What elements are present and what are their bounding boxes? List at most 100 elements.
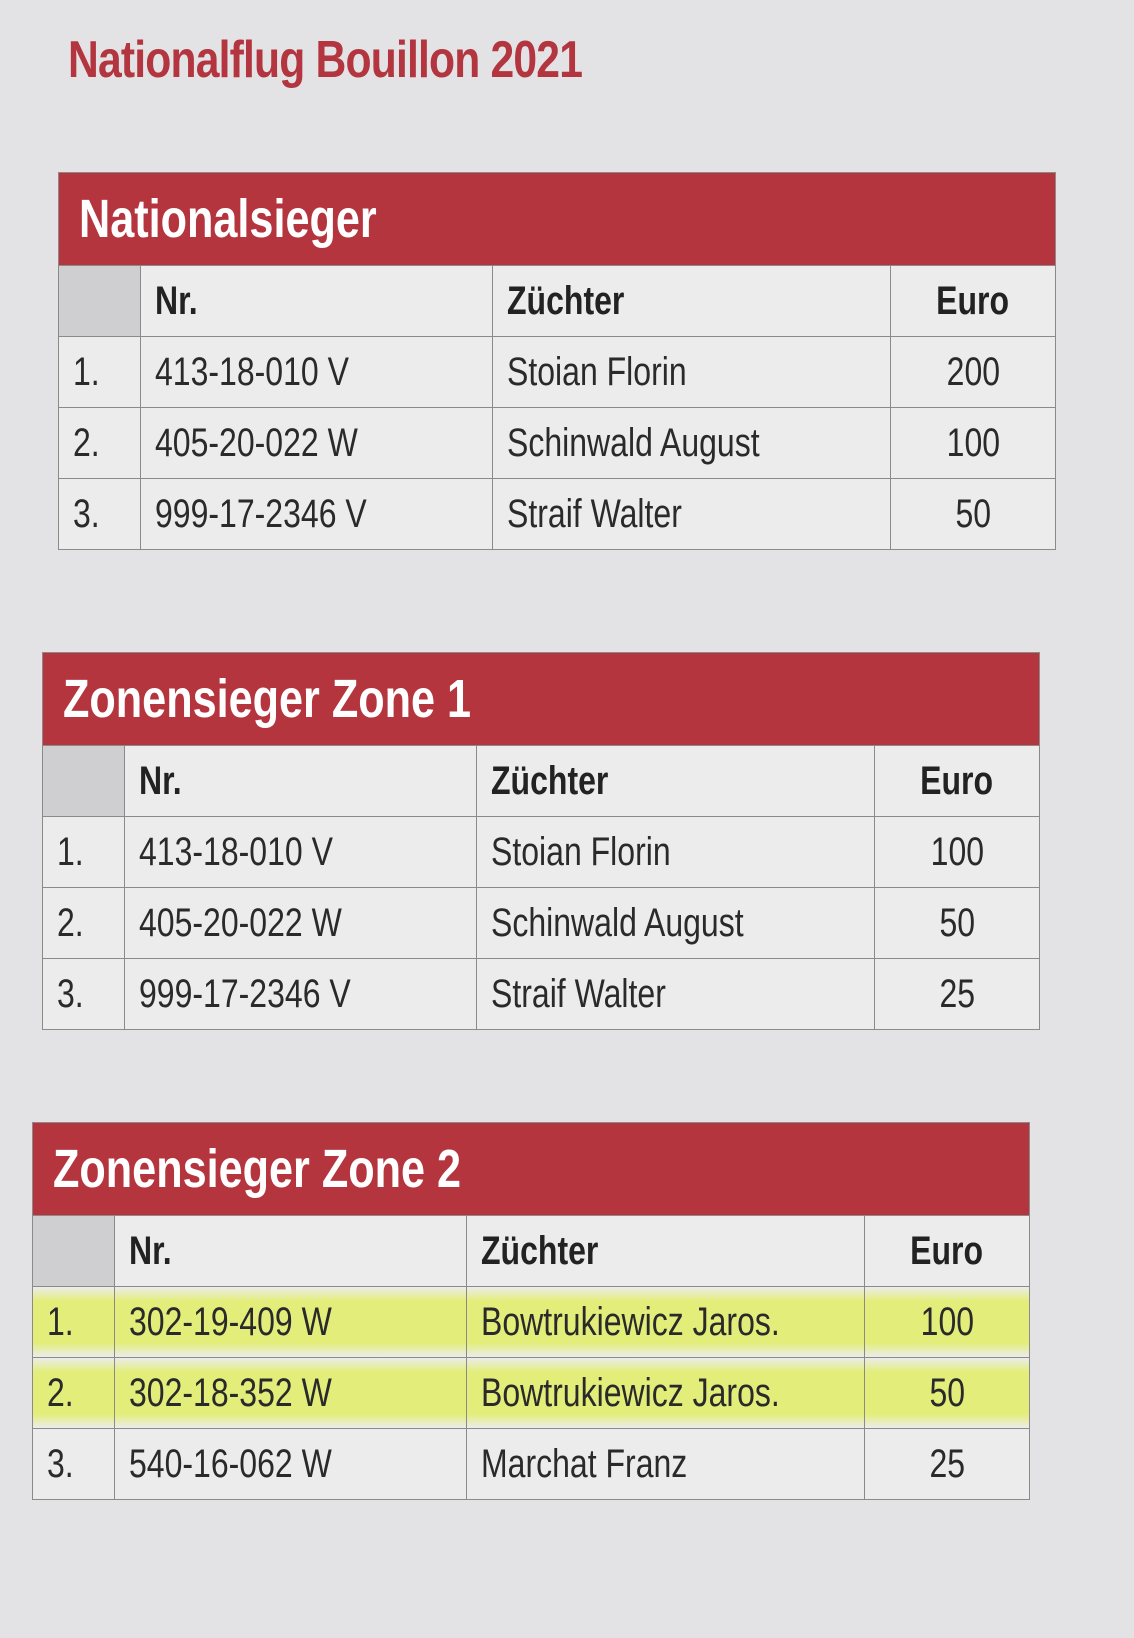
column-header-euro: Euro [891,266,1055,336]
cell-rank: 2. [43,888,125,958]
column-header-rank [33,1216,115,1286]
column-header-label: Züchter [491,758,609,803]
cell-euro-text: 100 [946,420,1000,465]
cell-rank-text: 2. [57,900,84,945]
cell-nr: 405-20-022 W [125,888,477,958]
column-header-breeder: Züchter [493,266,891,336]
column-header-label: Züchter [507,278,625,323]
column-header-row: Nr. Züchter Euro [43,745,1039,816]
cell-breeder: Straif Walter [493,479,891,549]
cell-breeder: Stoian Florin [493,337,891,407]
cell-rank-text: 3. [47,1441,74,1486]
cell-breeder-text: Stoian Florin [491,829,671,874]
cell-rank-text: 3. [73,491,100,536]
cell-rank: 1. [43,817,125,887]
table-row: 2. 405-20-022 W Schinwald August 100 [59,407,1055,478]
column-header-label: Euro [910,1228,984,1273]
table-row: 1. 413-18-010 V Stoian Florin 100 [43,816,1039,887]
cell-breeder-text: Bowtrukiewicz Jaros. [481,1299,780,1344]
cell-nr-text: 302-18-352 W [129,1370,332,1415]
cell-euro: 50 [891,479,1055,549]
column-header-nr: Nr. [125,746,477,816]
cell-nr-text: 302-19-409 W [129,1299,332,1344]
cell-euro: 100 [875,817,1039,887]
table-heading-text: Zonensieger Zone 2 [53,1139,462,1199]
cell-breeder: Schinwald August [477,888,875,958]
cell-euro: 50 [865,1358,1029,1428]
cell-nr: 413-18-010 V [141,337,493,407]
results-table: Zonensieger Zone 2 Nr. Züchter Euro 1. 302-19… [32,1122,1030,1500]
cell-nr: 405-20-022 W [141,408,493,478]
column-header-label: Nr. [129,1228,172,1273]
table-heading-text: Nationalsieger [79,189,377,249]
table-row: 2. 302-18-352 W Bowtrukiewicz Jaros. 50 [33,1357,1029,1428]
column-header-nr: Nr. [115,1216,467,1286]
cell-nr: 999-17-2346 V [141,479,493,549]
cell-euro-text: 50 [955,491,991,536]
cell-breeder-text: Stoian Florin [507,349,687,394]
cell-breeder-text: Schinwald August [491,900,744,945]
cell-nr-text: 999-17-2346 V [139,971,351,1016]
cell-euro-text: 25 [939,971,975,1016]
cell-rank: 3. [59,479,141,549]
cell-nr: 302-18-352 W [115,1358,467,1428]
column-header-label: Nr. [139,758,182,803]
cell-rank-text: 2. [73,420,100,465]
cell-euro-text: 50 [929,1370,965,1415]
cell-rank: 1. [33,1287,115,1357]
cell-nr-text: 413-18-010 V [139,829,333,874]
cell-breeder: Marchat Franz [467,1429,865,1499]
column-header-breeder: Züchter [477,746,875,816]
cell-rank-text: 1. [73,349,100,394]
table-row: 1. 302-19-409 W Bowtrukiewicz Jaros. 100 [33,1286,1029,1357]
cell-breeder-text: Schinwald August [507,420,760,465]
cell-euro: 100 [865,1287,1029,1357]
cell-nr: 540-16-062 W [115,1429,467,1499]
cell-euro-text: 50 [939,900,975,945]
cell-breeder: Schinwald August [493,408,891,478]
cell-rank: 1. [59,337,141,407]
column-header-label: Nr. [155,278,198,323]
column-header-row: Nr. Züchter Euro [33,1215,1029,1286]
table-heading: Zonensieger Zone 1 [43,653,1039,745]
column-header-rank [59,266,141,336]
cell-rank-text: 1. [57,829,84,874]
results-table: Zonensieger Zone 1 Nr. Züchter Euro 1. 413-18… [42,652,1040,1030]
column-header-euro: Euro [865,1216,1029,1286]
table-row: 3. 999-17-2346 V Straif Walter 50 [59,478,1055,549]
results-table: Nationalsieger Nr. Züchter Euro 1. 413-18-010… [58,172,1056,550]
cell-euro-text: 100 [920,1299,974,1344]
column-header-nr: Nr. [141,266,493,336]
cell-euro-text: 25 [929,1441,965,1486]
cell-breeder-text: Bowtrukiewicz Jaros. [481,1370,780,1415]
table-row: 1. 413-18-010 V Stoian Florin 200 [59,336,1055,407]
cell-nr: 302-19-409 W [115,1287,467,1357]
cell-rank-text: 3. [57,971,84,1016]
cell-nr-text: 405-20-022 W [139,900,342,945]
table-row: 3. 540-16-062 W Marchat Franz 25 [33,1428,1029,1499]
cell-breeder-text: Marchat Franz [481,1441,688,1486]
column-header-label: Euro [920,758,994,803]
column-header-euro: Euro [875,746,1039,816]
column-header-breeder: Züchter [467,1216,865,1286]
table-heading: Zonensieger Zone 2 [33,1123,1029,1215]
column-header-row: Nr. Züchter Euro [59,265,1055,336]
cell-breeder-text: Straif Walter [491,971,666,1016]
table-heading-text: Zonensieger Zone 1 [63,669,472,729]
cell-euro: 50 [875,888,1039,958]
cell-breeder: Stoian Florin [477,817,875,887]
cell-breeder-text: Straif Walter [507,491,682,536]
page-title: Nationalflug Bouillon 2021 [68,31,583,89]
cell-euro-text: 200 [946,349,1000,394]
cell-euro-text: 100 [930,829,984,874]
cell-nr-text: 413-18-010 V [155,349,349,394]
cell-rank: 2. [33,1358,115,1428]
cell-breeder: Bowtrukiewicz Jaros. [467,1358,865,1428]
cell-breeder: Bowtrukiewicz Jaros. [467,1287,865,1357]
cell-rank: 3. [33,1429,115,1499]
cell-nr-text: 405-20-022 W [155,420,358,465]
table-row: 2. 405-20-022 W Schinwald August 50 [43,887,1039,958]
table-heading: Nationalsieger [59,173,1055,265]
column-header-rank [43,746,125,816]
cell-rank-text: 1. [47,1299,74,1344]
